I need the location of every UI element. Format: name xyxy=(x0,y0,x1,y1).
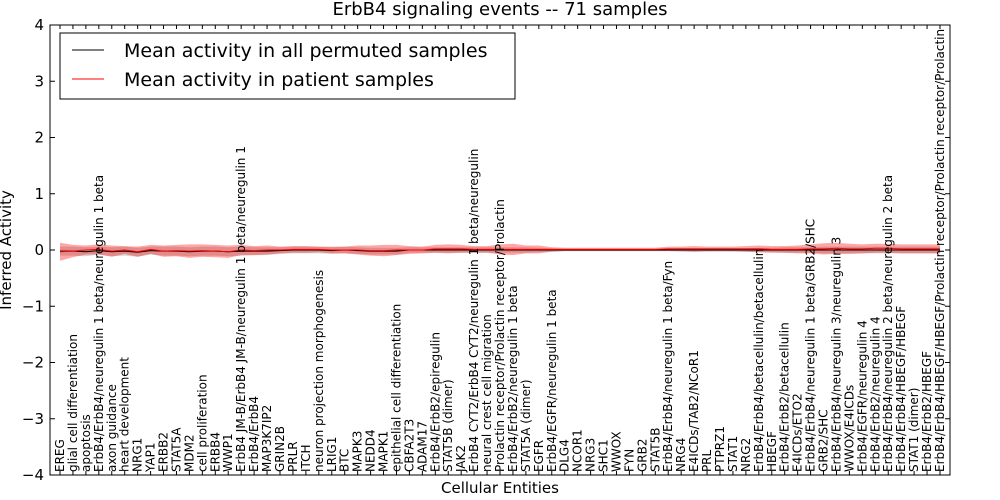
category-label: ErbB4 CYT2/ErbB4 CYT2/neuregulin 1 beta/… xyxy=(467,149,481,472)
category-label: ErbB4/ErbB4 xyxy=(247,396,261,472)
category-label: YAP1 xyxy=(144,443,158,473)
category-label: STAT5A xyxy=(170,427,184,472)
category-label: MAP3K7IP2 xyxy=(260,405,274,472)
category-label: GRB2 xyxy=(635,439,649,473)
category-label: ErbB4/ErbB2/betacellulin xyxy=(778,322,792,472)
category-label: NEDD4 xyxy=(364,429,378,472)
y-tick-label: 1 xyxy=(34,185,44,203)
category-label: NRG2 xyxy=(739,438,753,472)
legend-label: Mean activity in patient samples xyxy=(124,69,434,91)
category-label: HBEGF xyxy=(765,431,779,472)
y-tick-label: 2 xyxy=(34,129,44,147)
category-label: PTPRZ1 xyxy=(713,426,727,472)
category-label: neural crest cell migration xyxy=(480,314,494,472)
y-axis-label: Inferred Activity xyxy=(0,190,15,310)
category-label: WWOX xyxy=(610,431,624,472)
y-tick-label: −2 xyxy=(22,354,44,372)
category-label: E4ICDs/TAB2/NCoR1 xyxy=(687,350,701,472)
band-patient xyxy=(60,242,940,261)
category-label: STAT5A (dimer) xyxy=(519,379,533,472)
category-label: PRLR xyxy=(286,441,300,472)
x-axis xyxy=(59,25,941,475)
category-label: ErbB4/EGFR/neuregulin 4 xyxy=(855,320,869,472)
legend-box xyxy=(59,32,516,100)
y-tick-label: 4 xyxy=(34,16,44,34)
category-label: ERBB2 xyxy=(157,432,171,472)
y-tick-label: 3 xyxy=(34,72,44,90)
category-label: WWP1 xyxy=(221,433,235,472)
category-label: ErbB4/ErbB2/neuregulin 1 beta xyxy=(506,285,520,472)
category-label: Prolactin receptor/Prolactin receptor/Pr… xyxy=(493,199,507,472)
category-label: STAT5B xyxy=(648,428,662,473)
chart-title: ErbB4 signaling events -- 71 samples xyxy=(332,0,667,20)
series-line-patient xyxy=(59,247,940,253)
category-label: epithelial cell differentiation xyxy=(390,304,404,472)
category-label: apoptosis xyxy=(79,414,93,472)
y-tick-label: 0 xyxy=(34,241,44,259)
category-label: ErbB4/ErbB4/betacellulin/betacellulin xyxy=(752,249,766,472)
y-tick-label: −3 xyxy=(22,410,44,428)
category-label: axon guidance xyxy=(105,384,119,472)
category-label: STAT1 xyxy=(726,436,740,472)
category-label: BTC xyxy=(338,449,352,472)
y-tick-label: −1 xyxy=(22,297,44,315)
category-label: GRIN2B xyxy=(273,426,287,472)
category-label: ErbB4/ErbB4/neuregulin 3/neuregulin 3 xyxy=(830,237,844,472)
y-tick-label: −4 xyxy=(22,466,44,484)
category-label: ErbB4/ErbB2/HBEGF xyxy=(920,351,934,472)
category-label: LRIG1 xyxy=(325,437,339,473)
category-label: ErbB4/ErbB4/HBEGF/HBEGF xyxy=(894,306,908,472)
category-label: DLG4 xyxy=(558,439,572,472)
category-label: STAT1 (dimer) xyxy=(907,388,921,472)
legend: Mean activity in all permuted samples Mea… xyxy=(59,32,516,100)
category-label: NCOR1 xyxy=(571,429,585,472)
category-label: ITCH xyxy=(299,444,313,472)
category-label: ADAM17 xyxy=(415,421,429,472)
category-label: ERBB4 xyxy=(208,432,222,472)
category-label: CBFA2T3 xyxy=(402,419,416,472)
legend-label: Mean activity in all permuted samples xyxy=(124,40,487,62)
category-label: MDM2 xyxy=(182,434,196,472)
category-label: neuron projection morphogenesis xyxy=(312,270,326,472)
category-label: ErbB4/ErbB4/HBEGF/HBEGF/Prolactin recept… xyxy=(933,29,947,472)
category-label: ErbB4/ErbB4/neuregulin 1 beta/Fyn xyxy=(661,261,675,472)
category-label: MAPK3 xyxy=(351,431,365,472)
category-label: FYN xyxy=(622,449,636,472)
category-label: JAK2 xyxy=(454,445,468,473)
category-label: NRG1 xyxy=(131,438,145,472)
category-label: glial cell differentiation xyxy=(66,334,80,472)
category-label: WWOX/E4ICDs xyxy=(842,385,856,472)
category-label: PRL xyxy=(700,449,714,472)
category-label: ErbB4/ErbB4/neuregulin 1 beta/neuregulin… xyxy=(92,175,106,472)
category-label: EGFR xyxy=(532,440,546,472)
category-label: ErbB4/ErbB4/neuregulin 1 beta/GRB2/SHC xyxy=(804,219,818,472)
category-label: ErbB4/ErbB2/neuregulin 4 xyxy=(868,316,882,472)
series-lines xyxy=(59,247,940,253)
category-label: heart development xyxy=(118,357,132,472)
category-label: SHC1 xyxy=(597,439,611,472)
category-label: STAT5B (dimer) xyxy=(441,379,455,472)
category-label: NRG4 xyxy=(674,438,688,472)
category-label: ErbB4 JM-B/ErbB4 JM-B/neuregulin 1 beta/… xyxy=(234,146,248,472)
category-label: ErbB4/ErbB2/epiregulin xyxy=(428,332,442,472)
category-label: MAPK1 xyxy=(377,431,391,472)
y-axis: −4 −3 −2 −1 0 1 2 3 4 xyxy=(22,16,950,484)
category-label: cell proliferation xyxy=(195,374,209,472)
category-label: E4ICDs/ETO2 xyxy=(791,393,805,472)
category-label: ErbB4/EGFR/neuregulin 1 beta xyxy=(545,289,559,472)
x-axis-label: Cellular Entities xyxy=(441,479,559,497)
category-label: EREG xyxy=(53,439,67,472)
category-label: NRG3 xyxy=(584,438,598,472)
category-label: GRB2/SHC xyxy=(817,409,831,472)
category-label: ErbB4/ErbB4/neuregulin 2 beta/neuregulin… xyxy=(881,175,895,472)
